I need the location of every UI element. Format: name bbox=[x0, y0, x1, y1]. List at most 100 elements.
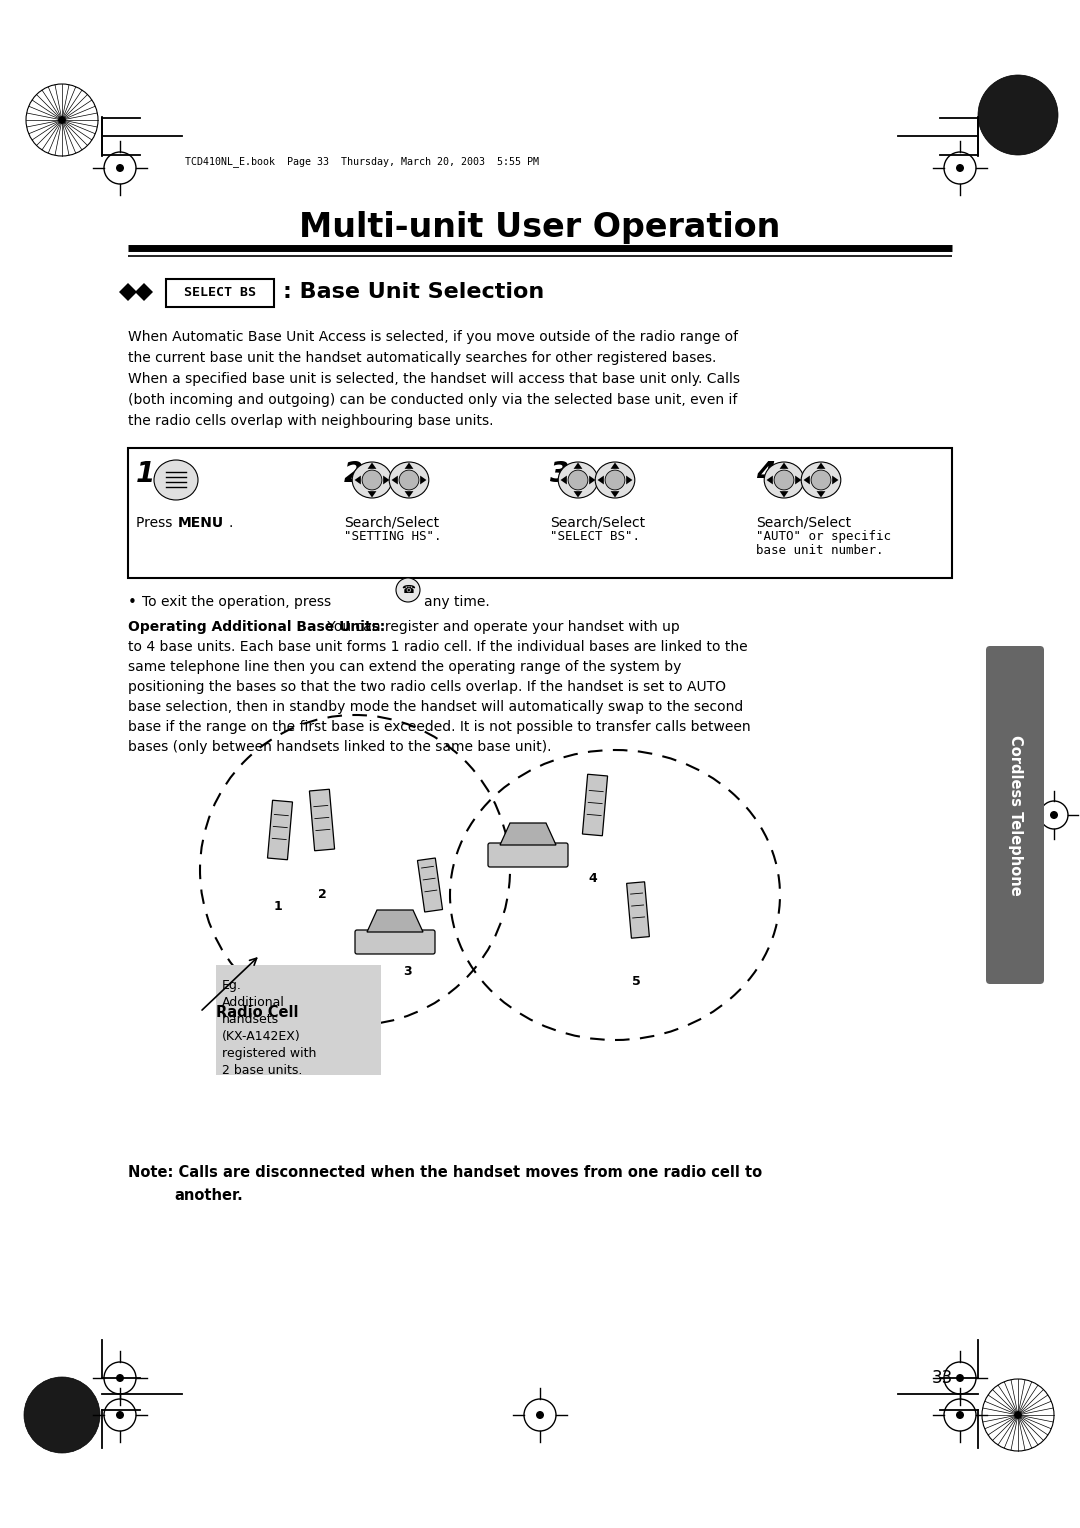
Text: Press: Press bbox=[136, 516, 177, 530]
Polygon shape bbox=[383, 475, 390, 484]
Text: Search/Select: Search/Select bbox=[550, 516, 645, 530]
Polygon shape bbox=[597, 475, 604, 484]
Polygon shape bbox=[780, 463, 788, 469]
Text: ☎: ☎ bbox=[401, 585, 415, 594]
Text: Search/Select: Search/Select bbox=[756, 516, 851, 530]
Text: any time.: any time. bbox=[424, 594, 489, 610]
Polygon shape bbox=[610, 490, 620, 498]
Text: Multi-unit User Operation: Multi-unit User Operation bbox=[299, 211, 781, 244]
Text: the radio cells overlap with neighbouring base units.: the radio cells overlap with neighbourin… bbox=[129, 414, 494, 428]
Circle shape bbox=[396, 578, 420, 602]
Circle shape bbox=[605, 471, 625, 490]
Text: You can register and operate your handset with up: You can register and operate your handse… bbox=[323, 620, 680, 634]
Circle shape bbox=[568, 471, 588, 490]
Text: handsets: handsets bbox=[222, 1013, 279, 1025]
Text: 2: 2 bbox=[318, 888, 326, 902]
Polygon shape bbox=[816, 490, 825, 498]
Circle shape bbox=[1050, 811, 1058, 819]
Text: 1: 1 bbox=[136, 460, 156, 487]
Polygon shape bbox=[500, 824, 556, 845]
Polygon shape bbox=[367, 490, 377, 498]
Polygon shape bbox=[767, 475, 773, 484]
Text: registered with: registered with bbox=[222, 1047, 316, 1060]
Text: another.: another. bbox=[174, 1187, 243, 1203]
Polygon shape bbox=[418, 859, 443, 912]
Polygon shape bbox=[610, 463, 620, 469]
FancyBboxPatch shape bbox=[355, 931, 435, 953]
Text: base if the range on the first base is exceeded. It is not possible to transfer : base if the range on the first base is e… bbox=[129, 720, 751, 733]
Ellipse shape bbox=[558, 461, 598, 498]
Text: MENU: MENU bbox=[178, 516, 225, 530]
Text: 3: 3 bbox=[550, 460, 569, 487]
Circle shape bbox=[956, 1410, 964, 1420]
Text: 2 base units.: 2 base units. bbox=[222, 1063, 302, 1077]
Polygon shape bbox=[310, 790, 335, 851]
Bar bbox=[216, 966, 381, 1076]
Bar bbox=[129, 448, 951, 578]
Circle shape bbox=[774, 471, 794, 490]
Circle shape bbox=[116, 163, 124, 173]
Polygon shape bbox=[135, 283, 153, 301]
Text: SELECT BS: SELECT BS bbox=[184, 287, 256, 299]
Text: When a specified base unit is selected, the handset will access that base unit o: When a specified base unit is selected, … bbox=[129, 371, 740, 387]
Text: .: . bbox=[228, 516, 232, 530]
Circle shape bbox=[1014, 1410, 1022, 1420]
Text: bases (only between handsets linked to the same base unit).: bases (only between handsets linked to t… bbox=[129, 740, 552, 753]
Text: 2: 2 bbox=[345, 460, 363, 487]
Circle shape bbox=[362, 471, 382, 490]
Polygon shape bbox=[833, 475, 838, 484]
Text: Radio Cell: Radio Cell bbox=[216, 1005, 298, 1021]
Text: Search/Select: Search/Select bbox=[345, 516, 440, 530]
Text: "AUTO" or specific: "AUTO" or specific bbox=[756, 530, 891, 542]
Text: (both incoming and outgoing) can be conducted only via the selected base unit, e: (both incoming and outgoing) can be cond… bbox=[129, 393, 738, 406]
Text: base unit number.: base unit number. bbox=[756, 544, 883, 558]
Circle shape bbox=[978, 75, 1058, 154]
Text: to 4 base units. Each base unit forms 1 radio cell. If the individual bases are : to 4 base units. Each base unit forms 1 … bbox=[129, 640, 747, 654]
Circle shape bbox=[24, 1377, 100, 1453]
Text: TCD410NL_E.book  Page 33  Thursday, March 20, 2003  5:55 PM: TCD410NL_E.book Page 33 Thursday, March … bbox=[185, 156, 539, 168]
Polygon shape bbox=[405, 490, 414, 498]
Circle shape bbox=[26, 84, 98, 156]
Text: "SELECT BS".: "SELECT BS". bbox=[550, 530, 640, 542]
Circle shape bbox=[956, 1374, 964, 1381]
Text: base selection, then in standby mode the handset will automatically swap to the : base selection, then in standby mode the… bbox=[129, 700, 743, 714]
Text: Operating Additional Base Units:: Operating Additional Base Units: bbox=[129, 620, 386, 634]
Ellipse shape bbox=[154, 460, 198, 500]
Ellipse shape bbox=[389, 461, 429, 498]
Circle shape bbox=[982, 1378, 1054, 1452]
Polygon shape bbox=[367, 463, 377, 469]
Polygon shape bbox=[626, 882, 649, 938]
Circle shape bbox=[536, 1410, 544, 1420]
Polygon shape bbox=[590, 475, 595, 484]
Polygon shape bbox=[780, 490, 788, 498]
Text: "SETTING HS".: "SETTING HS". bbox=[345, 530, 442, 542]
Text: 4: 4 bbox=[756, 460, 775, 487]
Circle shape bbox=[400, 471, 419, 490]
Text: the current base unit the handset automatically searches for other registered ba: the current base unit the handset automa… bbox=[129, 351, 716, 365]
Text: Additional: Additional bbox=[222, 996, 285, 1008]
Circle shape bbox=[58, 116, 66, 124]
Text: 5: 5 bbox=[632, 975, 640, 989]
Polygon shape bbox=[582, 775, 608, 836]
Polygon shape bbox=[804, 475, 810, 484]
Text: •: • bbox=[129, 594, 137, 610]
Polygon shape bbox=[367, 911, 423, 932]
Text: When Automatic Base Unit Access is selected, if you move outside of the radio ra: When Automatic Base Unit Access is selec… bbox=[129, 330, 738, 344]
FancyBboxPatch shape bbox=[986, 646, 1044, 984]
Text: (KX-A142EX): (KX-A142EX) bbox=[222, 1030, 300, 1044]
Text: Note: Calls are disconnected when the handset moves from one radio cell to: Note: Calls are disconnected when the ha… bbox=[129, 1164, 762, 1180]
Ellipse shape bbox=[765, 461, 804, 498]
Polygon shape bbox=[816, 463, 825, 469]
Text: positioning the bases so that the two radio cells overlap. If the handset is set: positioning the bases so that the two ra… bbox=[129, 680, 726, 694]
Circle shape bbox=[811, 471, 831, 490]
Text: : Base Unit Selection: : Base Unit Selection bbox=[283, 283, 544, 303]
Text: Cordless Telephone: Cordless Telephone bbox=[1008, 735, 1023, 895]
Polygon shape bbox=[354, 475, 361, 484]
Ellipse shape bbox=[352, 461, 392, 498]
Polygon shape bbox=[795, 475, 801, 484]
Polygon shape bbox=[119, 283, 137, 301]
Text: Eg.: Eg. bbox=[222, 979, 242, 992]
FancyBboxPatch shape bbox=[166, 280, 274, 307]
Polygon shape bbox=[405, 463, 414, 469]
Polygon shape bbox=[392, 475, 397, 484]
